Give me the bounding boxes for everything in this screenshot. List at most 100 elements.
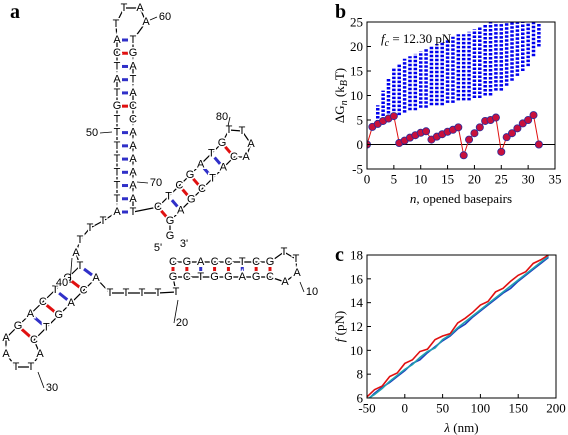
- y-tick-label: 8: [357, 367, 364, 382]
- y-tick-label: 14: [350, 295, 364, 310]
- nucleotide: G: [266, 256, 275, 268]
- number-tick: [299, 281, 305, 293]
- x-tick-label: 10: [414, 172, 427, 187]
- nucleotide: T: [114, 193, 121, 205]
- x-tick-label: 50: [436, 401, 449, 416]
- y-axis-label: f (pN): [332, 311, 347, 342]
- base-pair: [181, 188, 190, 197]
- nucleotide: A: [281, 276, 289, 288]
- nucleotide: G: [113, 100, 122, 112]
- position-number: 50: [86, 127, 98, 139]
- nucleotide: T: [130, 74, 137, 86]
- point: [524, 116, 533, 125]
- y-tick-label: 20: [350, 39, 363, 54]
- point: [475, 123, 484, 132]
- nucleotide: T: [155, 287, 162, 299]
- backbone-link: [269, 276, 286, 283]
- point: [508, 129, 517, 138]
- nucleotide: C: [183, 271, 191, 283]
- nucleotide: A: [72, 247, 80, 259]
- nucleotide: A: [129, 140, 137, 152]
- y-axis-label-part: T): [332, 68, 347, 80]
- annotation: fc = 12.30 pN: [381, 31, 452, 50]
- backbone-link: [75, 252, 81, 267]
- point: [389, 112, 398, 121]
- nucleotide: A: [2, 348, 10, 360]
- nucleotide: T: [209, 172, 216, 184]
- position-number: 60: [159, 11, 171, 23]
- y-tick-label: 10: [350, 88, 363, 103]
- number-tick: [136, 181, 149, 184]
- strand-end: 3': [180, 238, 188, 250]
- x-tick-label: -50: [358, 401, 375, 416]
- backbone-segment: [228, 129, 252, 158]
- point: [465, 135, 474, 144]
- nucleotide: T: [208, 148, 215, 160]
- nucleotide: G: [63, 272, 72, 284]
- nucleotide: A: [113, 206, 121, 218]
- nucleotide: A: [136, 2, 144, 14]
- nucleotide: C: [175, 180, 183, 192]
- nucleotide: T: [114, 60, 121, 72]
- nucleotide: G: [166, 215, 175, 227]
- x-tick-label: 150: [508, 401, 528, 416]
- point: [497, 147, 506, 156]
- nucleotide: C: [252, 256, 260, 268]
- nucleotide: T: [139, 287, 146, 299]
- series-line: [367, 255, 549, 398]
- nucleotide: A: [247, 138, 255, 150]
- nucleotide: C: [211, 256, 219, 268]
- number-tick: [69, 257, 73, 284]
- nucleotide: G: [210, 271, 219, 283]
- backbone-segment: [169, 156, 235, 222]
- base-pair: [33, 316, 44, 326]
- y-tick-label: 0: [357, 137, 364, 152]
- annotation-part: c: [385, 38, 390, 49]
- nucleotide: T: [87, 222, 94, 234]
- backbone-segment: [33, 277, 97, 341]
- x-tick-label: 20: [468, 172, 481, 187]
- nucleotide: T: [100, 215, 107, 227]
- nucleotide: T: [121, 2, 128, 14]
- y-tick-label: -5: [352, 162, 363, 177]
- x-tick-label: 0: [402, 401, 409, 416]
- nucleotide: T: [293, 253, 300, 265]
- strand-end: 5': [154, 242, 162, 254]
- backbone-link: [132, 21, 147, 41]
- nucleotide: T: [113, 18, 120, 30]
- base-pair: [192, 177, 200, 187]
- x-axis-label-part: λ: [443, 420, 450, 435]
- nucleotide: A: [142, 16, 150, 28]
- nucleotide: A: [129, 193, 137, 205]
- nucleotide: T: [281, 246, 288, 258]
- nucleotide: A: [129, 87, 137, 99]
- y-tick-label: 5: [357, 113, 364, 128]
- x-tick-label: 100: [471, 401, 491, 416]
- nucleotide: T: [114, 87, 121, 99]
- nucleotide: G: [183, 256, 192, 268]
- backbone-segment: [157, 142, 223, 208]
- nucleotide: T: [165, 190, 172, 202]
- nucleotide: G: [218, 137, 227, 149]
- backbone-link: [95, 277, 111, 294]
- nucleotide: T: [77, 260, 84, 272]
- position-number: 80: [216, 111, 228, 123]
- backbone-segment: [17, 265, 81, 327]
- y-axis-label-part: (k: [332, 86, 347, 101]
- nucleotide: G: [166, 230, 175, 242]
- y-axis-label-part: (pN): [332, 311, 347, 339]
- backbone-link: [33, 339, 41, 355]
- backbone-link: [172, 276, 177, 293]
- y-axis-label-part: f: [332, 336, 347, 342]
- nucleotide: G: [224, 271, 233, 283]
- nucleotide: T: [43, 322, 50, 334]
- point: [459, 151, 468, 160]
- backbone-segment: [75, 220, 104, 254]
- y-axis-label-part: B: [339, 80, 350, 86]
- y-tick-label: 18: [350, 248, 363, 263]
- backbone-segment: [115, 7, 147, 25]
- nucleotide: A: [113, 34, 121, 46]
- nucleotide: A: [68, 297, 76, 309]
- y-tick-label: 12: [350, 319, 363, 334]
